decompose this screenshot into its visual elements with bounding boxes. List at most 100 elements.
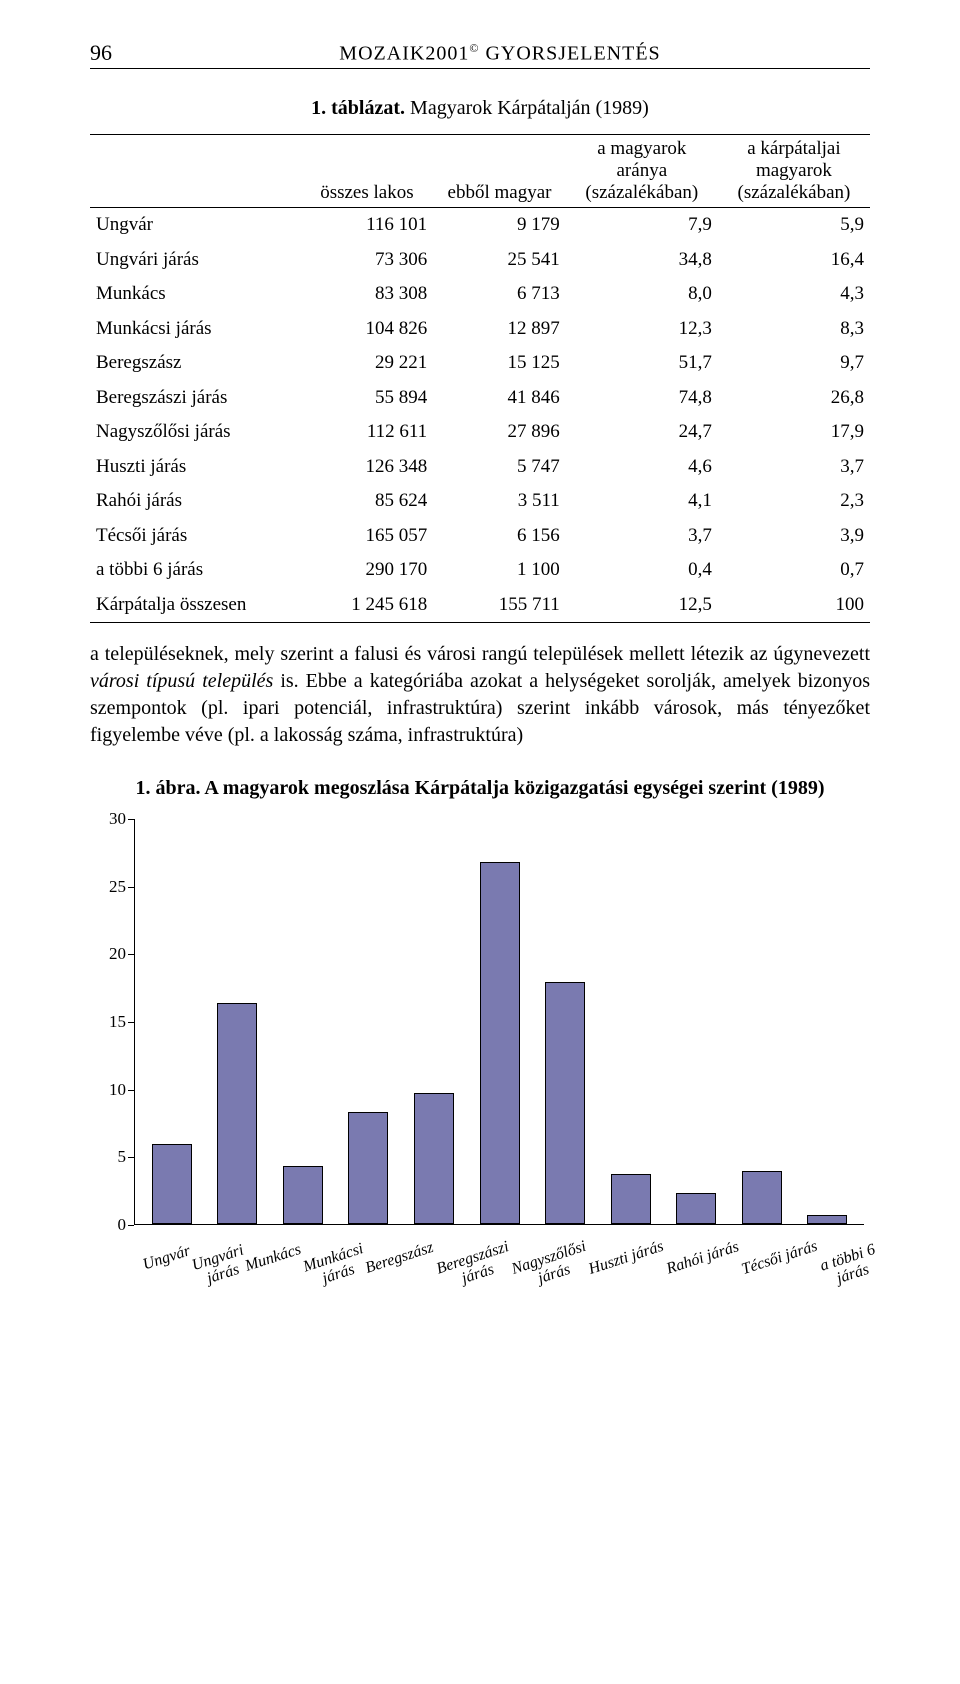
bar [545, 982, 585, 1224]
table-caption-text: Magyarok Kárpátalján (1989) [405, 97, 649, 119]
table-cell: 104 826 [301, 312, 434, 347]
y-tick-mark [128, 1225, 134, 1226]
x-tick-label: Ungvári járás [190, 1242, 251, 1290]
table-cell: 15 125 [433, 346, 566, 381]
table-cell: 55 894 [301, 381, 434, 416]
table-cell: 7,9 [566, 208, 718, 243]
table-caption: 1. táblázat. Magyarok Kárpátalján (1989) [90, 97, 870, 120]
x-tick-label: a többi 6 járás [818, 1242, 882, 1292]
table-cell: 1 245 618 [301, 588, 434, 623]
table-row: Ungvár116 1019 1797,95,9 [90, 208, 870, 243]
table-row: Huszti járás126 3485 7474,63,7 [90, 450, 870, 485]
bar-slot [729, 819, 795, 1224]
table-cell: 0,4 [566, 553, 718, 588]
table-cell: 2,3 [718, 484, 870, 519]
x-tick-label: Beregszászi járás [434, 1239, 516, 1294]
x-tick-label: Beregszász [364, 1240, 441, 1294]
table-cell: 8,3 [718, 312, 870, 347]
table-cell: 85 624 [301, 484, 434, 519]
table-header-cell: összes lakos [301, 135, 434, 208]
figure-caption: 1. ábra. A magyarok megoszlása Kárpátalj… [90, 775, 870, 801]
bar-chart: 051015202530 UngvárUngvári járásMunkácsM… [90, 815, 870, 1279]
table-cell: 0,7 [718, 553, 870, 588]
table-cell: 1 100 [433, 553, 566, 588]
y-tick-mark [128, 1022, 134, 1023]
table-body: Ungvár116 1019 1797,95,9Ungvári járás73 … [90, 208, 870, 623]
table-cell: a többi 6 járás [90, 553, 301, 588]
table-head: összes lakosebből magyara magyarok arány… [90, 135, 870, 208]
table-cell: 6 156 [433, 519, 566, 554]
table-cell: 29 221 [301, 346, 434, 381]
bar [283, 1166, 323, 1224]
page: 96 MOZAIK2001© GYORSJELENTÉS 1. táblázat… [0, 0, 960, 1299]
table-cell: 12 897 [433, 312, 566, 347]
table-cell: 4,3 [718, 277, 870, 312]
table-cell: Munkácsi járás [90, 312, 301, 347]
table-cell: 8,0 [566, 277, 718, 312]
table-cell: 9,7 [718, 346, 870, 381]
bar [348, 1112, 388, 1224]
bar-slot [139, 819, 205, 1224]
table-row: Munkács83 3086 7138,04,3 [90, 277, 870, 312]
page-number: 96 [90, 40, 130, 66]
x-tick-label: Técsői járás [740, 1239, 825, 1295]
table-cell: 83 308 [301, 277, 434, 312]
bar-slot [270, 819, 336, 1224]
bar-slot [401, 819, 467, 1224]
table-row: Nagyszőlősi járás112 61127 89624,717,9 [90, 415, 870, 450]
x-tick-label: Munkács [243, 1242, 308, 1292]
y-tick-mark [128, 1090, 134, 1091]
table-cell: 3,9 [718, 519, 870, 554]
table-cell: 74,8 [566, 381, 718, 416]
table-row: a többi 6 járás290 1701 1000,40,7 [90, 553, 870, 588]
table-cell: 26,8 [718, 381, 870, 416]
table-cell: 51,7 [566, 346, 718, 381]
table-cell: 73 306 [301, 243, 434, 278]
table-cell: 25 541 [433, 243, 566, 278]
y-tick-label: 20 [90, 944, 126, 964]
bar-slot [532, 819, 598, 1224]
table-cell: 3 511 [433, 484, 566, 519]
x-tick-label: Rahói járás [665, 1239, 747, 1294]
table-cell: 155 711 [433, 588, 566, 623]
bar-slot [205, 819, 271, 1224]
table-cell: 9 179 [433, 208, 566, 243]
x-axis-labels: UngvárUngvári járásMunkácsMunkácsi járás… [134, 1245, 864, 1279]
table-cell: 17,9 [718, 415, 870, 450]
y-tick-label: 30 [90, 809, 126, 829]
y-tick-mark [128, 887, 134, 888]
x-tick-label: Munkácsi járás [301, 1241, 371, 1292]
running-head-title: MOZAIK2001© GYORSJELENTÉS [130, 41, 870, 66]
table-cell: 5,9 [718, 208, 870, 243]
table-cell: 165 057 [301, 519, 434, 554]
y-tick-mark [128, 819, 134, 820]
table-cell: Técsői járás [90, 519, 301, 554]
chart-panel: 051015202530 [90, 815, 870, 1245]
table-cell: 12,5 [566, 588, 718, 623]
table-row: Rahói járás85 6243 5114,12,3 [90, 484, 870, 519]
y-tick-label: 0 [90, 1215, 126, 1235]
table-row: Técsői járás165 0576 1563,73,9 [90, 519, 870, 554]
table-header-row: összes lakosebből magyara magyarok arány… [90, 135, 870, 208]
table-cell: Ungvár [90, 208, 301, 243]
table-cell: 6 713 [433, 277, 566, 312]
table-cell: 290 170 [301, 553, 434, 588]
table-caption-number: 1. táblázat. [311, 97, 405, 119]
bar [217, 1003, 257, 1224]
table-row: Munkácsi járás104 82612 89712,38,3 [90, 312, 870, 347]
table-cell: 16,4 [718, 243, 870, 278]
table-cell: Nagyszőlősi járás [90, 415, 301, 450]
bars-container [135, 819, 864, 1224]
body-paragraph: a településeknek, mely szerint a falusi … [90, 641, 870, 749]
table-cell: Beregszászi járás [90, 381, 301, 416]
bar [676, 1193, 716, 1224]
table-header-cell: a kárpátaljai magyarok (százalékában) [718, 135, 870, 208]
table-row: Ungvári járás73 30625 54134,816,4 [90, 243, 870, 278]
running-head: 96 MOZAIK2001© GYORSJELENTÉS [90, 40, 870, 69]
table-cell: Rahói járás [90, 484, 301, 519]
table-cell: Huszti járás [90, 450, 301, 485]
table-cell: 41 846 [433, 381, 566, 416]
bar [742, 1171, 782, 1224]
bar-slot [794, 819, 860, 1224]
table-row: Beregszász29 22115 12551,79,7 [90, 346, 870, 381]
